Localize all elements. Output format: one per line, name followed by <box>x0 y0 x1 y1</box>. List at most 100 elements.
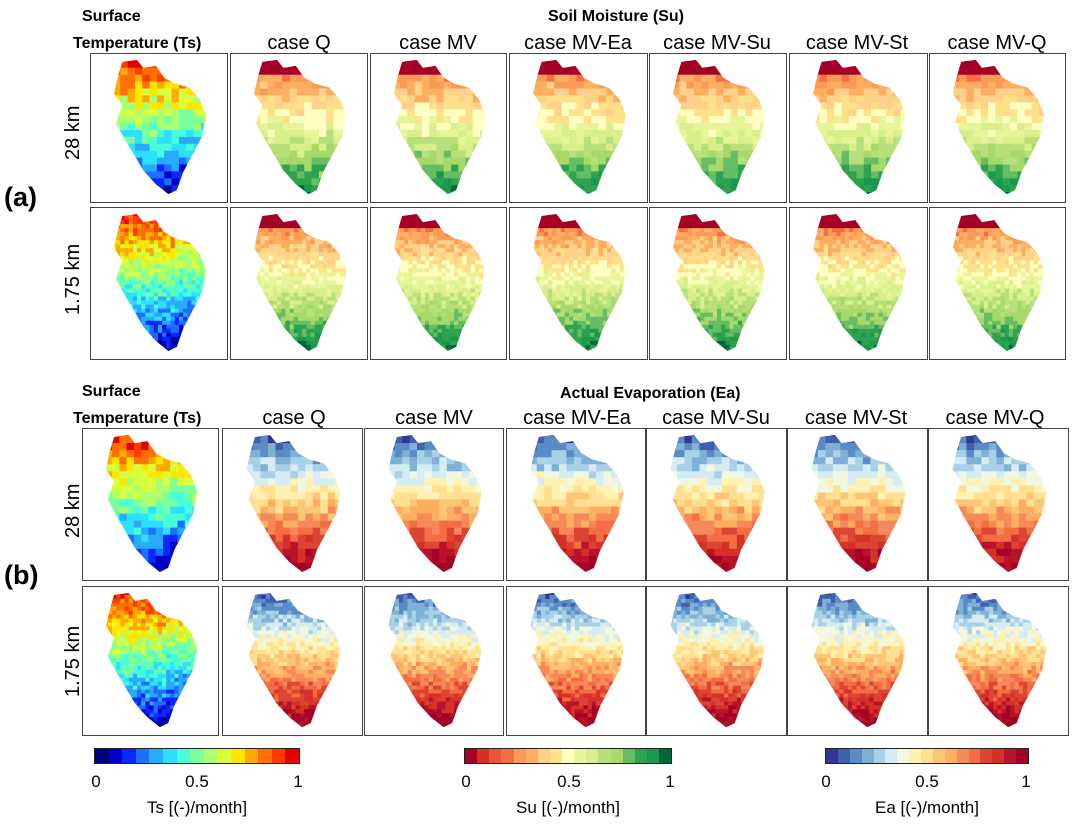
section-b-label: (b) <box>4 560 38 591</box>
ts-colorbar-swatch <box>162 749 177 763</box>
map-panel-b-r0-c1 <box>222 428 363 581</box>
col-label-a-4: case MV-St <box>806 32 908 55</box>
ea-colorbar-swatch <box>1016 749 1028 763</box>
map-panel-b-r0-c0 <box>82 428 219 581</box>
ea-tick-0: 0 <box>821 772 830 792</box>
map-panel-b-r1-c4 <box>646 586 787 736</box>
ts-colorbar-swatch <box>122 749 136 763</box>
ea-colorbar-swatch <box>921 749 933 763</box>
map-panel-b-r1-c5 <box>787 586 928 736</box>
col-label-b-2: case MV-Ea <box>523 407 631 430</box>
map-panel-a-r1-c5 <box>789 207 928 360</box>
map-panel-a-r0-c3 <box>509 53 648 203</box>
col-label-a-0: case Q <box>267 32 330 55</box>
ts-tick-1: 1 <box>293 772 302 792</box>
su-colorbar-swatch <box>489 749 502 763</box>
ts-colorbar-swatch <box>108 749 123 763</box>
ts-colorbar-swatch <box>285 749 299 763</box>
col-label-a-3: case MV-Su <box>663 32 771 55</box>
col-label-b-1: case MV <box>395 407 473 430</box>
ts-header-b-line2: Temperature (Ts) <box>73 410 201 428</box>
map-panel-a-r1-c6 <box>929 207 1066 360</box>
ea-colorbar <box>825 748 1029 764</box>
col-label-b-3: case MV-Su <box>662 407 770 430</box>
col-label-a-1: case MV <box>399 32 477 55</box>
map-panel-b-r1-c1 <box>222 586 363 736</box>
ts-header-a-line1: Surface <box>82 8 141 26</box>
section-a-label: (a) <box>4 182 37 213</box>
su-colorbar-swatch <box>465 749 478 763</box>
ea-colorbar-swatch <box>897 749 910 763</box>
map-panel-a-r0-c1 <box>230 53 368 203</box>
ea-colorbar-title: Ea [(-)/month] <box>875 798 979 818</box>
map-panel-b-r1-c3 <box>506 586 646 736</box>
ea-colorbar-swatch <box>873 749 886 763</box>
ea-colorbar-swatch <box>826 749 838 763</box>
ts-colorbar-swatch <box>230 749 245 763</box>
ea-colorbar-swatch <box>992 749 1005 763</box>
su-colorbar-swatch <box>525 749 538 763</box>
su-colorbar-swatch <box>586 749 599 763</box>
ts-colorbar-swatch <box>244 749 259 763</box>
section-b-title: Actual Evaporation (Ea) <box>560 385 740 403</box>
col-label-b-4: case MV-St <box>805 407 907 430</box>
ts-colorbar-swatch <box>176 749 191 763</box>
ea-colorbar-swatch <box>968 749 981 763</box>
map-panel-a-r0-c5 <box>789 53 928 203</box>
map-panel-a-r0-c0 <box>90 53 228 203</box>
map-panel-b-r0-c5 <box>787 428 928 581</box>
ts-tick-0: 0 <box>91 772 100 792</box>
map-panel-a-r0-c4 <box>649 53 787 203</box>
map-panel-b-r1-c6 <box>928 586 1069 736</box>
ts-header-b-line1: Surface <box>82 383 141 401</box>
map-panel-a-r0-c2 <box>370 53 507 203</box>
map-panel-a-r1-c1 <box>230 207 368 360</box>
su-tick-0: 0 <box>461 772 470 792</box>
ea-colorbar-swatch <box>932 749 945 763</box>
ts-colorbar <box>94 748 300 764</box>
ea-colorbar-swatch <box>861 749 874 763</box>
map-panel-b-r0-c4 <box>646 428 787 581</box>
map-panel-b-r1-c2 <box>364 586 504 736</box>
su-colorbar-swatch <box>537 749 550 763</box>
ea-tick-1: 1 <box>1021 772 1030 792</box>
su-colorbar-title: Su [(-)/month] <box>516 798 620 818</box>
su-colorbar-swatch <box>634 749 647 763</box>
ts-colorbar-swatch <box>190 749 204 763</box>
col-label-b-5: case MV-Q <box>946 407 1045 430</box>
map-panel-a-r1-c4 <box>649 207 787 360</box>
col-label-a-2: case MV-Ea <box>524 32 632 55</box>
map-panel-b-r0-c6 <box>928 428 1069 581</box>
su-colorbar <box>464 748 672 764</box>
su-colorbar-swatch <box>646 749 659 763</box>
map-panel-a-r1-c2 <box>370 207 507 360</box>
su-colorbar-swatch <box>610 749 623 763</box>
section-a-title: Soil Moisture (Su) <box>548 8 684 26</box>
row-label-a-175km: 1.75 km <box>62 244 85 315</box>
ts-colorbar-swatch <box>217 749 231 763</box>
su-colorbar-swatch <box>562 749 575 763</box>
col-label-a-5: case MV-Q <box>948 32 1047 55</box>
map-panel-b-r1-c0 <box>82 586 219 736</box>
su-colorbar-swatch <box>598 749 611 763</box>
su-colorbar-swatch <box>659 749 672 763</box>
map-panel-b-r0-c2 <box>364 428 504 581</box>
map-panel-b-r0-c3 <box>506 428 646 581</box>
ea-colorbar-swatch <box>944 749 957 763</box>
su-tick-05: 0.5 <box>557 772 581 792</box>
ts-colorbar-swatch <box>149 749 163 763</box>
ea-colorbar-swatch <box>837 749 850 763</box>
su-tick-1: 1 <box>665 772 674 792</box>
ts-colorbar-swatch <box>258 749 272 763</box>
ea-tick-05: 0.5 <box>915 772 939 792</box>
map-panel-a-r1-c3 <box>509 207 648 360</box>
col-label-b-0: case Q <box>262 407 325 430</box>
su-colorbar-swatch <box>549 749 562 763</box>
ea-colorbar-swatch <box>980 749 993 763</box>
row-label-a-28km: 28 km <box>62 106 85 160</box>
ts-tick-05: 0.5 <box>185 772 209 792</box>
ts-colorbar-title: Ts [(-)/month] <box>147 798 247 818</box>
ea-colorbar-swatch <box>1004 749 1016 763</box>
su-colorbar-swatch <box>513 749 526 763</box>
map-panel-a-r0-c6 <box>929 53 1066 203</box>
